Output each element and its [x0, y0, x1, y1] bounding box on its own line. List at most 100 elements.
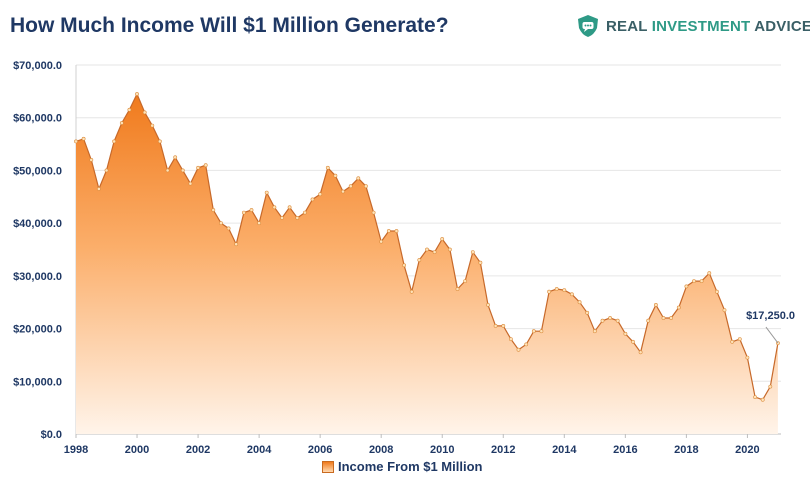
- data-point: [89, 157, 94, 162]
- data-point: [615, 318, 620, 323]
- data-point: [737, 337, 742, 342]
- data-point: [348, 184, 353, 189]
- x-tick-label: 2016: [613, 444, 637, 456]
- data-point: [715, 289, 719, 294]
- data-point: [211, 208, 216, 212]
- data-point: [203, 163, 208, 168]
- brand-word-advice: ADVICE: [750, 17, 810, 35]
- data-point: [386, 229, 391, 233]
- series-area-income: [76, 94, 778, 434]
- brand-logo: REAL INVESTMENT ADVICE: [576, 14, 810, 38]
- data-point: [623, 331, 628, 336]
- data-point: [157, 139, 162, 144]
- data-point: [409, 289, 414, 294]
- data-point: [493, 323, 498, 328]
- x-tick-label: 2014: [552, 444, 577, 456]
- data-point: [646, 318, 651, 323]
- brand-word-investment: INVESTMENT: [651, 17, 751, 35]
- data-point: [692, 279, 696, 284]
- x-tick-label: 2002: [186, 444, 210, 456]
- data-point: [325, 165, 330, 170]
- series-layer: [74, 92, 780, 434]
- y-tick-label: $0.0: [41, 429, 62, 441]
- annotation-last-value: $17,250.0: [746, 310, 795, 322]
- x-tick-label: 1998: [64, 444, 88, 456]
- data-point: [234, 242, 239, 247]
- data-point: [707, 271, 712, 276]
- data-point: [417, 258, 422, 262]
- data-point: [356, 176, 361, 181]
- chart-legend: Income From $1 Million: [322, 459, 482, 474]
- data-point: [81, 136, 86, 141]
- data-point: [333, 173, 338, 178]
- data-point: [112, 139, 117, 144]
- data-point: [455, 287, 460, 291]
- data-point: [669, 316, 674, 320]
- data-point: [196, 165, 201, 170]
- data-point: [486, 302, 490, 307]
- legend-label: Income From $1 Million: [338, 459, 483, 474]
- data-point: [310, 197, 315, 202]
- data-point: [371, 210, 376, 215]
- data-point: [180, 168, 185, 173]
- data-point: [318, 192, 323, 197]
- data-point: [745, 355, 750, 360]
- data-point: [173, 155, 178, 160]
- data-point: [463, 279, 468, 284]
- brand-word-real: REAL: [606, 17, 652, 35]
- data-point: [608, 316, 613, 320]
- data-point: [394, 229, 399, 233]
- x-tick-label: 2004: [247, 444, 272, 456]
- annotation-layer: $17,250.0: [746, 310, 795, 344]
- y-tick-label: $30,000.0: [13, 271, 62, 283]
- data-point: [135, 92, 139, 96]
- data-point: [341, 189, 345, 194]
- data-point: [402, 263, 407, 268]
- data-point: [425, 247, 429, 252]
- data-point: [219, 221, 223, 226]
- x-tick-label: 2006: [308, 444, 332, 456]
- y-axis: $0.0 $10,000.0 $20,000.0 $30,000.0 $40,000.0…: [13, 60, 77, 441]
- shield-chat-icon: [578, 15, 598, 37]
- x-tick-label: 2010: [430, 444, 454, 456]
- data-point: [295, 215, 300, 220]
- data-point: [150, 123, 155, 128]
- data-point: [547, 289, 552, 294]
- page-title: How Much Income Will $1 Million Generate…: [10, 14, 449, 37]
- data-point: [440, 237, 445, 241]
- data-point: [379, 239, 384, 244]
- y-tick-label: $20,000.0: [13, 324, 62, 336]
- data-point: [676, 305, 681, 310]
- data-point: [722, 308, 727, 313]
- data-point: [516, 347, 521, 352]
- data-point: [249, 208, 254, 212]
- x-tick-label: 2000: [125, 444, 149, 456]
- data-point: [600, 318, 605, 323]
- data-point: [302, 210, 307, 215]
- y-tick-label: $60,000.0: [13, 113, 62, 125]
- data-point: [241, 210, 246, 215]
- data-point: [684, 284, 689, 289]
- data-point: [592, 329, 597, 334]
- data-point: [165, 168, 170, 173]
- x-tick-label: 2012: [491, 444, 515, 456]
- data-point: [104, 168, 109, 173]
- data-point: [508, 337, 513, 342]
- data-point: [119, 121, 124, 125]
- data-point: [531, 329, 536, 334]
- data-point: [753, 395, 758, 400]
- data-point: [539, 329, 544, 334]
- data-point: [501, 323, 506, 328]
- data-point: [188, 181, 193, 186]
- legend-swatch: [322, 460, 334, 473]
- data-point: [264, 190, 269, 195]
- data-point: [74, 139, 78, 144]
- data-point: [638, 350, 643, 355]
- data-point: [363, 184, 368, 189]
- data-point: [142, 110, 147, 115]
- data-point: [470, 250, 475, 255]
- y-tick-label: $40,000.0: [13, 218, 62, 230]
- y-tick-label: $10,000.0: [13, 376, 62, 388]
- data-point: [524, 342, 529, 347]
